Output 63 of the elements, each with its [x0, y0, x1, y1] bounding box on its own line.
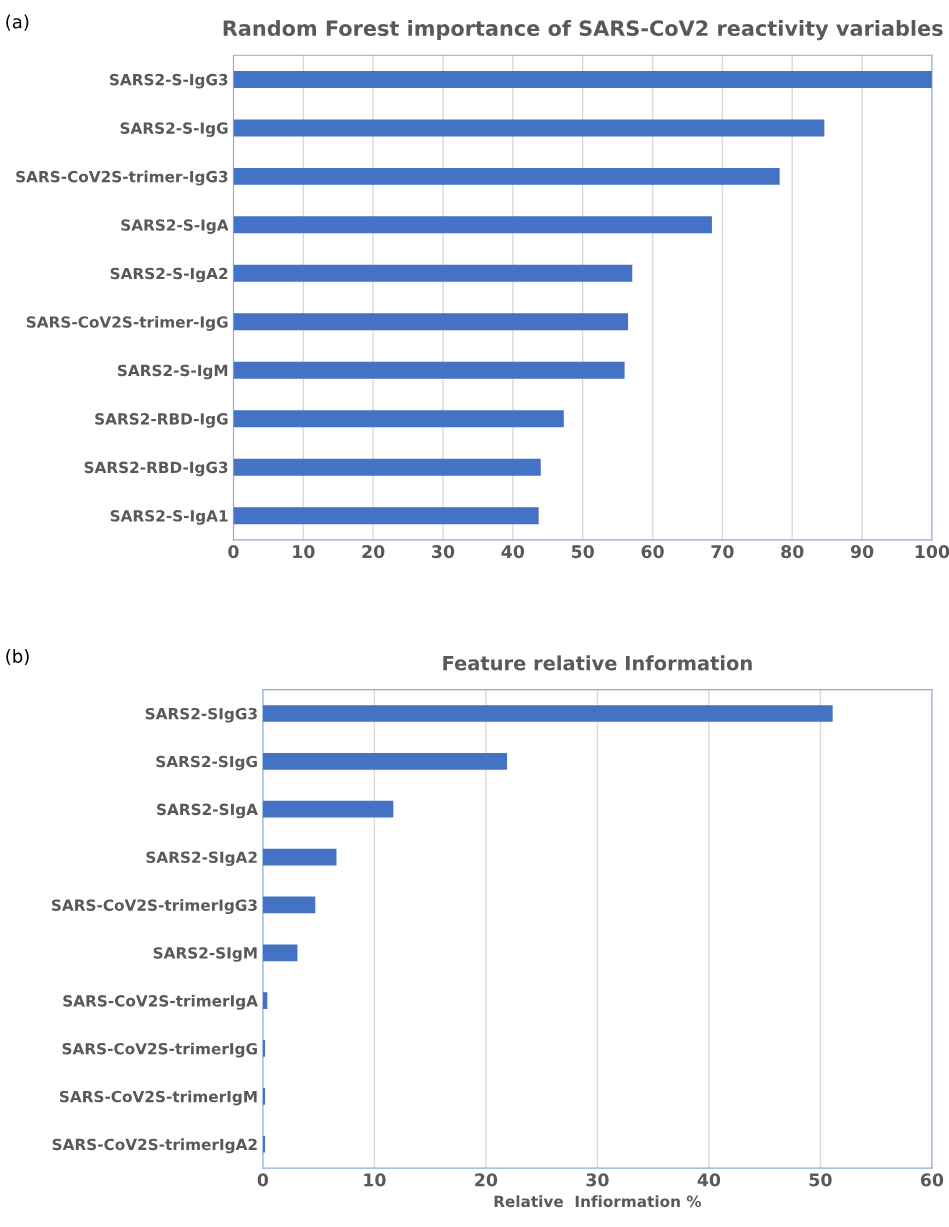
y-tick-label: SARS2-RBD-IgG3	[84, 461, 228, 477]
y-tick-label: SARS-CoV2S-trimer-IgG	[26, 315, 228, 331]
bar	[262, 1087, 266, 1105]
y-tick-label: SARS2-RBD-IgG	[95, 413, 228, 428]
y-tick-label: SARS2-S-IgA	[121, 219, 229, 234]
x-tick-label: 30	[586, 1173, 609, 1187]
bar	[262, 752, 508, 770]
y-tick-label: SARS-CoV2S-trimerIgG	[62, 1042, 257, 1058]
chart-title: Random Forest importance of SARS-CoV2 reactivity variables	[223, 19, 943, 41]
bar	[233, 313, 629, 331]
y-tick-label: SARS2-SIgG3	[145, 707, 257, 723]
x-tick-label: 70	[711, 545, 734, 559]
x-tick-label: 90	[850, 545, 874, 559]
y-tick-label: SARS2-SIgA2	[146, 851, 257, 867]
y-tick-label: SARS2-S-IgG3	[109, 73, 228, 89]
x-tick-label: 60	[920, 1173, 944, 1187]
bar	[233, 216, 712, 234]
bar	[262, 896, 316, 914]
y-tick-label: SARS-CoV2S-trimer-IgG3	[16, 170, 228, 186]
chart-title: Feature relative Information	[443, 655, 752, 671]
x-tick-label: 20	[362, 545, 385, 559]
bar	[233, 167, 780, 185]
bar	[262, 848, 337, 866]
bar	[262, 705, 833, 722]
y-tick-label: SARS-CoV2S-trimerIgM	[59, 1090, 257, 1106]
y-tick-label: SARS2-S-IgM	[117, 364, 228, 380]
bar	[233, 361, 625, 379]
x-tick-label: 30	[432, 545, 455, 559]
y-tick-label: SARS2-S-IgA2	[110, 267, 228, 283]
bar	[262, 1040, 266, 1057]
x-axis-title: Relative Infiormation %	[494, 1195, 702, 1208]
x-tick-label: 20	[475, 1173, 498, 1187]
bar	[233, 458, 541, 476]
x-tick-label: 40	[697, 1173, 721, 1187]
x-tick-label: 10	[293, 545, 315, 559]
bar	[233, 410, 564, 428]
y-tick-label: SARS2-SIgA	[157, 803, 258, 819]
x-tick-label: 100	[915, 545, 949, 559]
y-tick-label: SARS2-SIgG	[156, 755, 257, 771]
bar	[262, 944, 298, 962]
x-tick-label: 50	[571, 545, 594, 559]
bar	[233, 507, 539, 525]
x-tick-label: 0	[228, 545, 239, 559]
y-tick-label: SARS-CoV2S-trimerIgA2	[52, 1138, 257, 1154]
text: (a)	[6, 14, 29, 31]
bar	[262, 1135, 266, 1153]
y-tick-label: SARS-CoV2S-trimerIgG3	[51, 899, 257, 915]
x-tick-label: 40	[501, 545, 525, 559]
bar	[233, 264, 633, 282]
x-tick-label: 60	[641, 545, 664, 559]
bar	[233, 70, 932, 88]
y-tick-label: SARS2-S-IgA1	[110, 510, 228, 525]
bar	[262, 800, 394, 818]
y-tick-label: SARS-CoV2S-trimerIgA	[63, 994, 258, 1010]
y-tick-label: SARS2-S-IgG	[120, 122, 228, 137]
bar	[262, 992, 268, 1009]
text: (b)	[6, 648, 29, 666]
x-tick-label: 50	[809, 1173, 832, 1187]
bar	[233, 119, 825, 137]
x-tick-label: 0	[257, 1173, 269, 1187]
y-tick-label: SARS2-SIgM	[153, 947, 257, 962]
x-tick-label: 80	[781, 545, 804, 559]
x-tick-label: 10	[364, 1173, 386, 1187]
